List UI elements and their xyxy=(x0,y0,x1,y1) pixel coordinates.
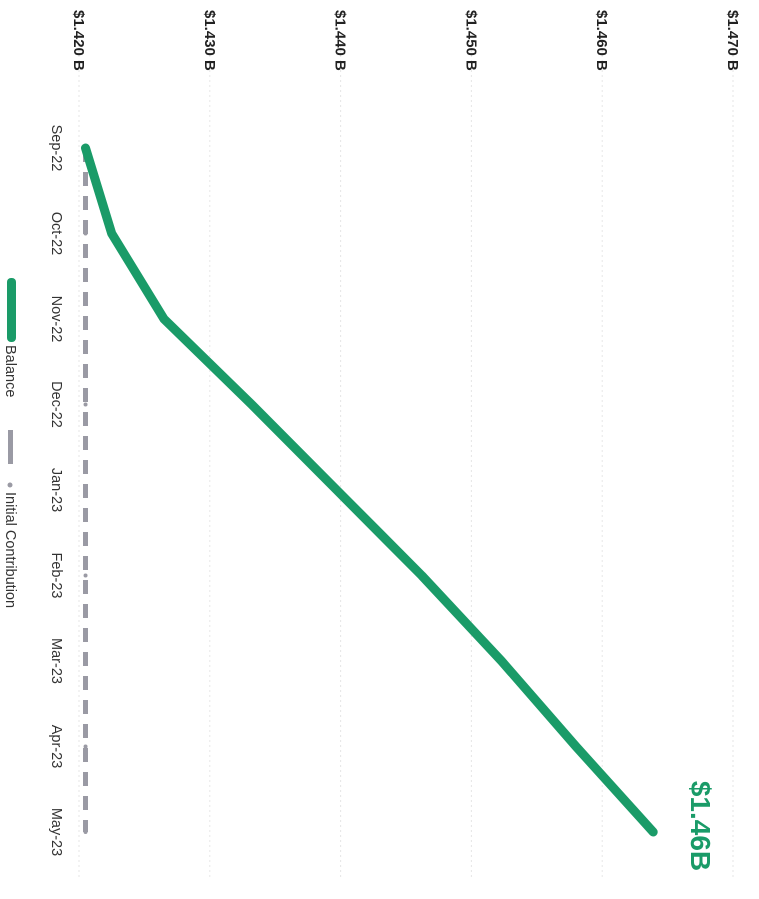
chart-legend: Balance Initial Contribution xyxy=(2,278,18,608)
initial-contribution-point xyxy=(83,659,88,663)
x-axis-ticks: Sep-22 Oct-22 Nov-22 Dec-22 Jan-23 Feb-23 Mar-… xyxy=(48,125,64,857)
x-tick-label: Sep-22 xyxy=(48,125,64,172)
end-value-label: $1.46B xyxy=(685,781,716,871)
initial-contribution-point xyxy=(83,744,88,749)
balance-point xyxy=(84,146,88,150)
y-tick-label: $1.430 B xyxy=(201,10,218,71)
y-axis-ticks: $1.420 B $1.430 B $1.440 B $1.450 B $1.460 B… xyxy=(70,10,741,71)
x-tick-label: Jan-23 xyxy=(48,468,64,512)
initial-contribution-point xyxy=(83,573,88,578)
initial-contribution-point xyxy=(83,488,88,492)
x-tick-label: Apr-23 xyxy=(48,725,64,769)
x-tick-label: May-23 xyxy=(48,808,64,856)
x-tick-label: Mar-23 xyxy=(48,638,64,684)
x-tick-label: Nov-22 xyxy=(48,296,64,343)
initial-contribution-point xyxy=(83,402,88,407)
gridlines xyxy=(78,40,734,880)
series-lines xyxy=(81,143,658,837)
y-tick-label: $1.470 B xyxy=(724,10,741,71)
balance-point xyxy=(335,488,339,492)
balance-point xyxy=(420,574,424,577)
series-line-balance xyxy=(81,143,658,837)
balance-point xyxy=(162,317,166,321)
balance-point xyxy=(250,403,254,406)
balance-point xyxy=(110,232,114,235)
initial-contribution-point xyxy=(83,830,88,834)
y-tick-label: $1.460 B xyxy=(593,10,610,71)
legend-label-initial-contribution: Initial Contribution xyxy=(2,492,18,608)
legend-label-balance: Balance xyxy=(2,345,18,397)
legend-swatch-initial-contribution xyxy=(8,430,13,464)
initial-contribution-point xyxy=(83,317,88,321)
x-tick-label: Oct-22 xyxy=(48,212,64,256)
balance-point xyxy=(499,659,503,663)
initial-contribution-point xyxy=(83,231,88,236)
balance-point xyxy=(574,745,578,748)
y-tick-label: $1.420 B xyxy=(70,10,87,71)
legend-dot-initial-contribution xyxy=(7,482,13,488)
x-tick-label: Feb-23 xyxy=(48,553,64,599)
balance-point xyxy=(651,830,655,834)
y-tick-label: $1.440 B xyxy=(332,10,349,71)
y-tick-label: $1.450 B xyxy=(462,10,479,71)
legend-swatch-balance xyxy=(7,278,16,342)
x-tick-label: Dec-22 xyxy=(48,381,64,428)
